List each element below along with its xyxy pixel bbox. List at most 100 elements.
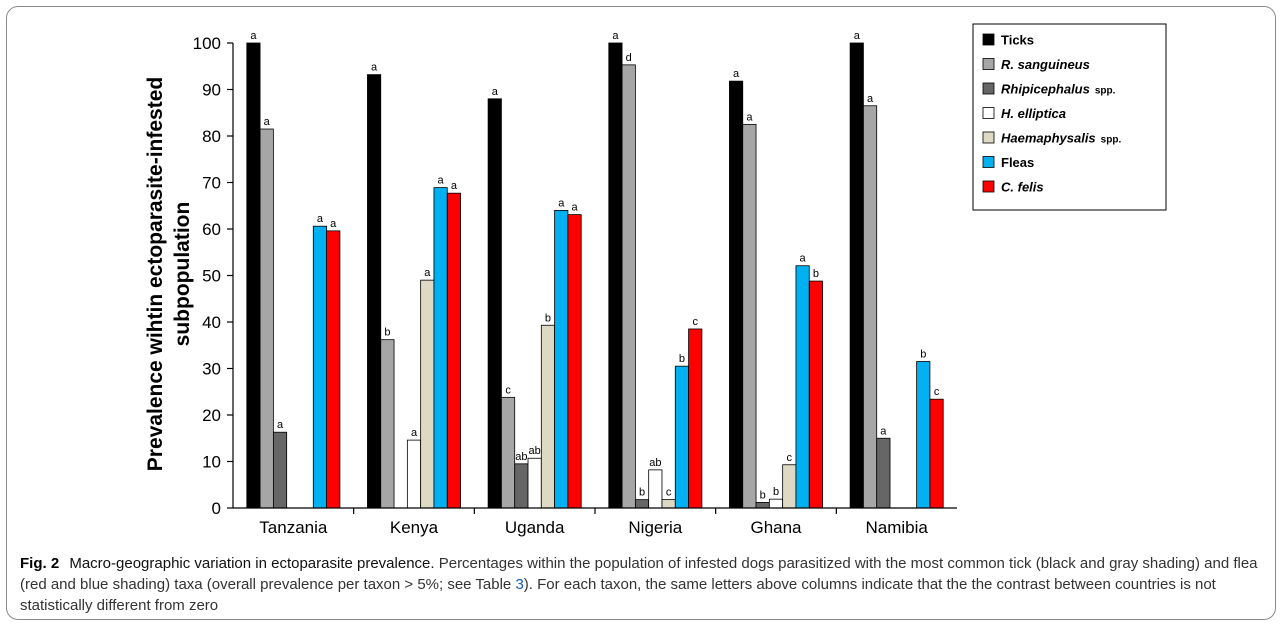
legend-entry-r-sanguineus: R. sanguineus [1001,57,1090,72]
bar-namibia-rhipicephalus [876,437,891,509]
x-axis: Tanzania Kenya Uganda Nigeria Ghana Namibia [233,507,957,537]
y-tick-label-30: 30 [202,360,221,379]
bar-label-tanzania-r-sanguineus: a [264,116,271,128]
bar-label-nigeria-r-sanguineus: d [626,52,632,64]
legend-swatch-fleas [982,156,995,168]
bar-label-nigeria-ticks: a [612,30,619,42]
bar-namibia-c-felis [929,398,944,509]
bar-namibia-ticks [849,42,864,509]
bar-label-ghana-fleas: a [800,253,807,265]
caption-text-end: ). For each taxon, the same letters abov… [20,576,1216,614]
x-tick-label-uganda: Uganda [505,518,565,537]
legend-entry-suffix: spp. [1101,135,1122,146]
y-tick-label-100: 100 [193,34,221,53]
bar-label-ghana-c-felis: b [813,268,819,280]
bar-uganda-rhipicephalus [514,463,529,509]
caption-label: Fig. 2 [20,555,60,572]
caption-text: Percentages within the population of inf… [20,555,1258,593]
bar-tanzania-c-felis [326,230,341,509]
bar-uganda-haemaphysalis [540,324,556,509]
bar-label-uganda-haemaphysalis: b [545,312,551,324]
bar-kenya-haemaphysalis [420,279,435,509]
bar-ghana-h-elliptica [768,498,784,509]
legend-swatch-h-elliptica [982,107,995,119]
bar-label-ghana-rhipicephalus: b [760,489,766,501]
bar-namibia-r-sanguineus [863,105,878,509]
bar-label-kenya-h-elliptica: a [411,427,418,439]
bar-kenya-ticks [367,74,382,509]
bar-namibia-fleas [916,361,931,509]
legend-entry-haemaphysalis: Haemaphysalis spp. [1001,131,1121,146]
y-axis-label-line2: subpopulation [171,202,194,347]
bar-label-nigeria-haemaphysalis: c [666,487,672,499]
bar-nigeria-c-felis [688,328,703,509]
legend-swatch-haemaphysalis [982,131,995,144]
bar-label-nigeria-c-felis: c [692,316,698,328]
bar-label-tanzania-ticks: a [250,30,257,42]
bar-ghana-ticks [729,80,744,509]
legend-entry-suffix: spp. [1095,86,1116,97]
bar-kenya-fleas [433,187,448,509]
bar-nigeria-haemaphysalis [661,499,676,509]
bar-label-namibia-rhipicephalus: a [880,425,887,437]
caption-title: Macro-geographic variation in ectoparasi… [69,555,435,572]
bar-label-kenya-c-felis: a [451,180,458,192]
bar-label-nigeria-rhipicephalus: b [639,487,645,499]
bar-label-uganda-c-felis: a [572,202,579,214]
legend-box [972,23,1167,211]
bar-uganda-fleas [554,209,569,509]
y-tick-label-20: 20 [202,406,221,425]
bar-ghana-fleas [795,265,810,509]
bar-label-kenya-haemaphysalis: a [424,267,431,279]
bar-nigeria-r-sanguineus [621,64,636,509]
table-reference-link[interactable]: 3 [515,576,524,593]
bar-nigeria-h-elliptica [648,469,663,509]
bar-label-namibia-c-felis: c [934,386,940,398]
bar-label-ghana-ticks: a [733,68,740,80]
x-tick-label-kenya: Kenya [390,518,439,537]
bar-label-namibia-r-sanguineus: a [867,93,874,105]
bar-label-nigeria-h-elliptica: ab [649,457,661,469]
figure-frame [6,6,1276,620]
legend-swatch-r-sanguineus [982,58,995,70]
bar-uganda-h-elliptica [527,457,542,509]
bar-label-nigeria-fleas: b [679,353,685,365]
bar-ghana-c-felis [808,280,823,509]
bar-tanzania-ticks [246,42,261,509]
bar-kenya-c-felis [446,192,461,509]
bar-uganda-ticks [487,98,502,509]
legend-entry-rhipicephalus: Rhipicephalus spp. [1001,82,1116,97]
y-axis: 0 10 20 30 40 50 60 70 80 90 100 [193,34,234,518]
bar-label-tanzania-c-felis: a [330,218,337,230]
legend: Ticks R. sanguineus Rhipicephalus spp. H. el… [972,23,1167,211]
y-tick-label-60: 60 [202,220,221,239]
bar-tanzania-r-sanguineus [259,128,274,509]
y-tick-label-90: 90 [202,81,221,100]
legend-swatch-ticks [982,33,995,46]
y-tick-label-70: 70 [202,174,221,193]
bar-label-namibia-fleas: b [920,349,926,361]
bar-label-tanzania-fleas: a [317,213,324,225]
legend-entry-ticks: Ticks [1001,33,1034,48]
legend-swatch-c-felis [982,180,995,193]
bar-label-uganda-ticks: a [492,86,499,98]
bar-label-uganda-fleas: a [558,197,565,209]
bar-label-uganda-r-sanguineus: c [505,384,511,396]
bar-label-kenya-r-sanguineus: b [384,327,390,339]
y-axis-label-line1: Prevalence wihtin ectoparasite-infested [144,77,167,471]
bar-tanzania-rhipicephalus [272,431,288,509]
bar-label-ghana-r-sanguineus: a [746,111,753,123]
bar-label-tanzania-rhipicephalus: a [277,419,284,431]
x-tick-label-namibia: Namibia [865,518,928,537]
bar-label-kenya-ticks: a [371,62,378,74]
bar-uganda-r-sanguineus [501,396,516,509]
y-tick-label-0: 0 [212,499,221,518]
bar-kenya-r-sanguineus [380,339,395,509]
bar-ghana-rhipicephalus [755,502,770,509]
bar-uganda-c-felis [567,214,582,509]
bar-kenya-h-elliptica [406,439,422,509]
legend-swatch-rhipicephalus [982,82,995,95]
y-tick-label-80: 80 [202,127,221,146]
